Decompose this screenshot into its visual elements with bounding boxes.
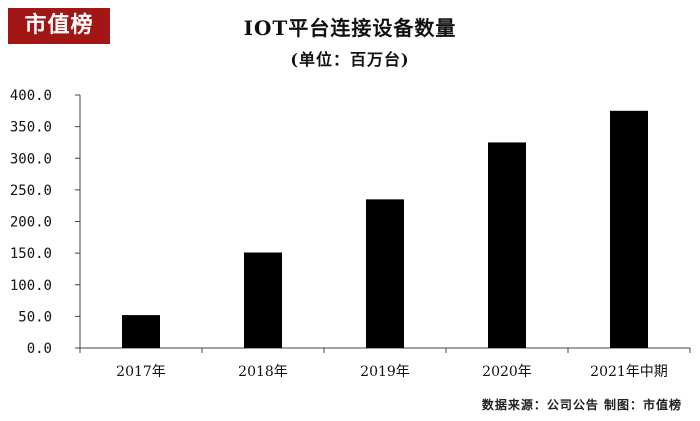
bar bbox=[488, 142, 526, 348]
x-tick-label: 2017年 bbox=[116, 364, 166, 380]
y-tick-label: 150.0 bbox=[10, 246, 52, 262]
bars bbox=[122, 110, 648, 348]
bar bbox=[244, 252, 282, 348]
bar bbox=[366, 199, 404, 348]
y-tick-label: 300.0 bbox=[10, 151, 52, 167]
y-tick-label: 200.0 bbox=[10, 215, 52, 231]
x-axis: 2017年 2018年 2019年 2020年 2021年中期 bbox=[79, 347, 691, 380]
x-tick-label: 2021年中期 bbox=[590, 364, 668, 380]
x-tick-label: 2018年 bbox=[238, 364, 288, 380]
y-tick-label: 50.0 bbox=[18, 309, 52, 325]
x-tick-label: 2020年 bbox=[482, 364, 532, 380]
x-tick-label: 2019年 bbox=[360, 364, 410, 380]
y-tick-label: 350.0 bbox=[10, 120, 52, 136]
chart-title: IOT平台连接设备数量 bbox=[243, 16, 457, 40]
y-tick-label: 250.0 bbox=[10, 183, 52, 199]
y-tick-label: 0.0 bbox=[27, 341, 52, 357]
bar bbox=[610, 110, 648, 348]
chart-subtitle: (单位：百万台) bbox=[290, 50, 410, 69]
y-tick-label: 400.0 bbox=[10, 88, 52, 104]
bar bbox=[122, 315, 160, 348]
source-note: 数据来源：公司公告 制图：市值榜 bbox=[481, 398, 682, 412]
y-axis: 0.0 50.0 100.0 150.0 200.0 250.0 300.0 350.0 400… bbox=[10, 88, 81, 357]
y-tick-label: 100.0 bbox=[10, 278, 52, 294]
brand-logo: 市值榜 bbox=[8, 8, 110, 44]
